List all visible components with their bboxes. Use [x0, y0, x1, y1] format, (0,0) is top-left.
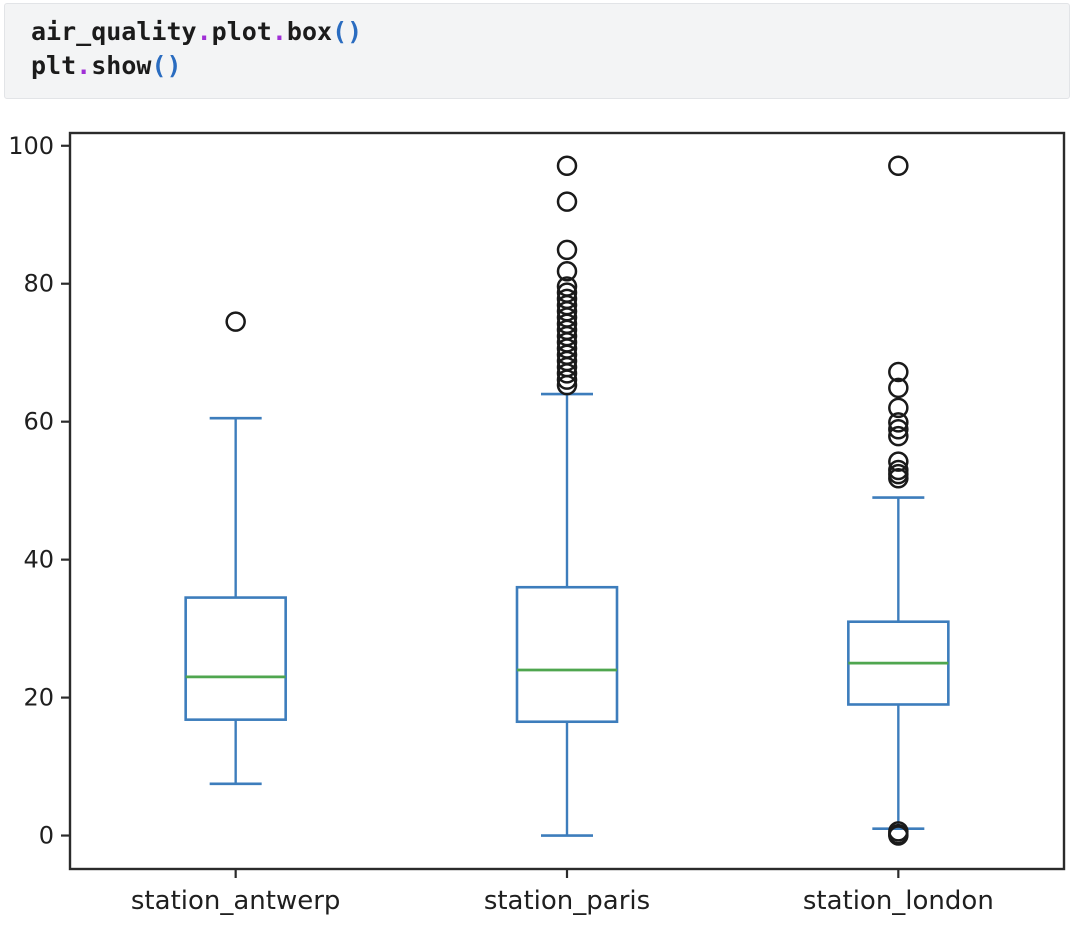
code-token: . — [196, 17, 212, 46]
box-station_paris — [515, 585, 619, 724]
y-tick-label: 40 — [23, 546, 54, 574]
outlier-point-station_london — [888, 412, 909, 433]
outlier-point-station_paris — [556, 239, 578, 261]
code-token: plt — [31, 51, 77, 80]
code-line-2: plt.show() — [31, 49, 1069, 83]
y-tick-label: 60 — [23, 408, 54, 436]
x-tick-label: station_paris — [484, 886, 650, 916]
code-token: box — [286, 17, 333, 46]
outlier-point-station_london — [888, 155, 909, 177]
outlier-point-station_london — [888, 377, 909, 399]
outlier-point-station_paris — [556, 369, 578, 390]
outlier-point-station_paris — [556, 155, 578, 177]
code-token: . — [76, 51, 92, 80]
outlier-point-station_london — [888, 419, 909, 440]
code-token: ( — [151, 51, 167, 80]
code-token: . — [271, 17, 287, 46]
code-cell: air_quality.plot.box() plt.show() — [4, 3, 1070, 99]
y-tick-label: 80 — [23, 270, 54, 298]
outlier-point-station_london — [888, 825, 909, 846]
code-token: ) — [347, 17, 363, 46]
code-token: plot — [211, 17, 272, 46]
outlier-point-station_london — [888, 451, 909, 472]
code-line-1: air_quality.plot.box() — [31, 15, 1069, 49]
box-station_antwerp — [184, 596, 287, 721]
outlier-point-station_paris — [556, 363, 578, 384]
y-tick-label: 20 — [23, 684, 54, 712]
code-token: ) — [166, 51, 182, 80]
outlier-point-station_london — [888, 397, 909, 419]
x-tick-label: station_antwerp — [131, 886, 341, 916]
outlier-point-station_london — [888, 467, 909, 489]
outlier-point-station_paris — [556, 191, 578, 212]
code-token: air_quality — [31, 17, 197, 46]
y-tick-label: 0 — [39, 822, 54, 850]
code-token: ( — [332, 17, 348, 46]
x-tick-label: station_london — [803, 886, 994, 916]
y-tick-label: 100 — [8, 132, 54, 160]
outlier-point-station_paris — [556, 261, 578, 282]
outlier-point-station_paris — [556, 374, 578, 396]
code-token: show — [91, 51, 152, 80]
outlier-point-station_antwerp — [225, 311, 246, 332]
outlier-point-station_london — [888, 425, 909, 447]
outlier-point-station_london — [888, 361, 909, 383]
